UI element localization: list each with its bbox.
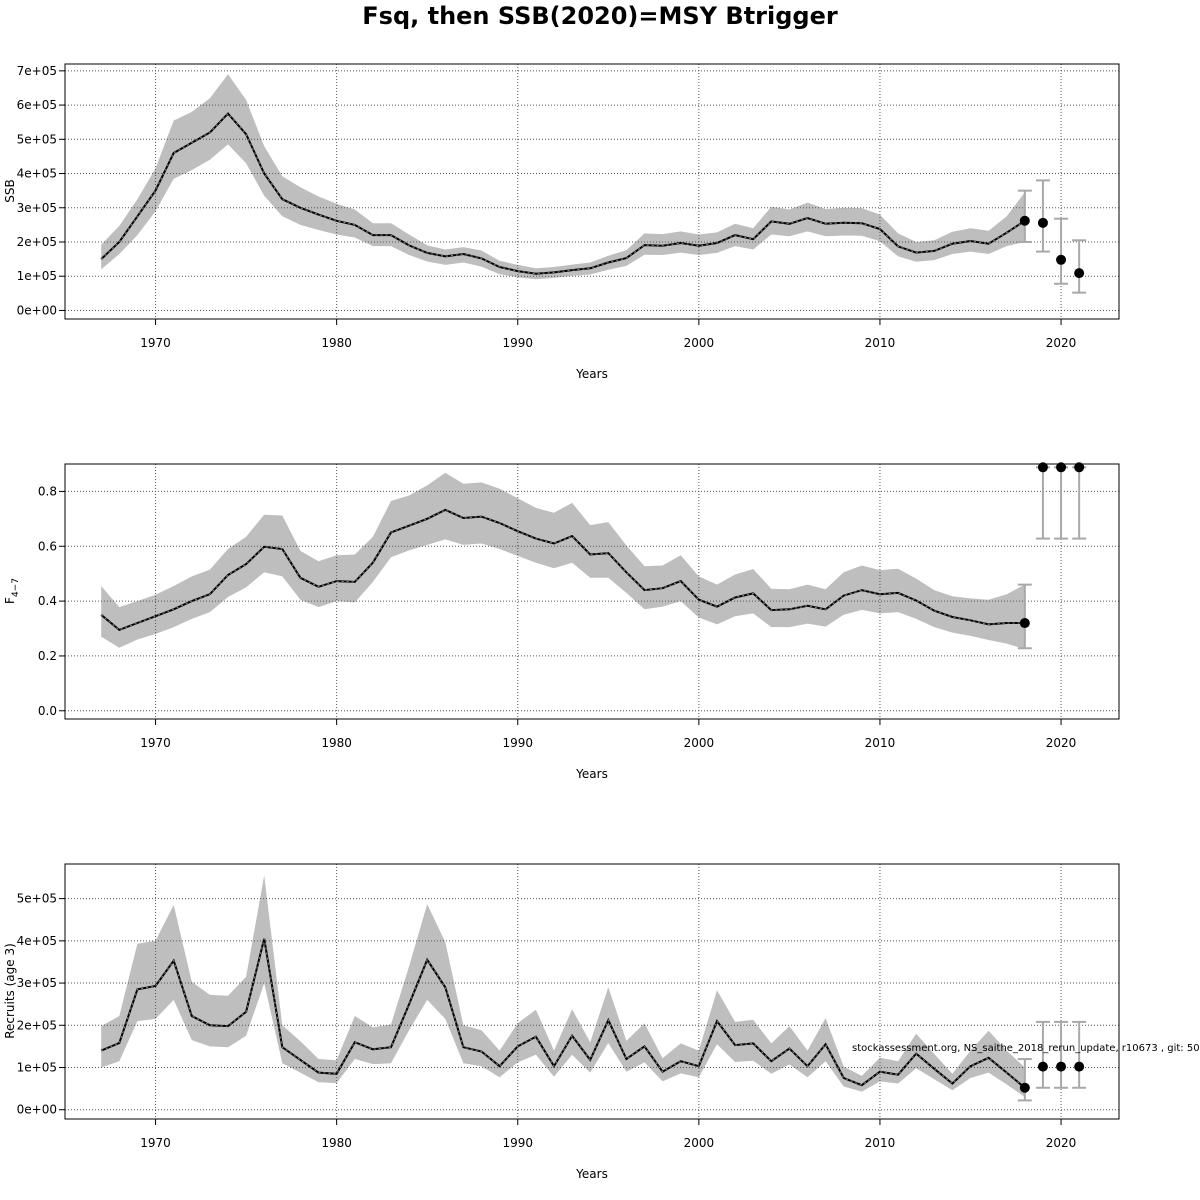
y-tick-label: 5e+05 <box>17 892 57 906</box>
plot-frame <box>64 863 1120 1120</box>
y-tick-label: 2e+05 <box>17 235 57 249</box>
x-tick-label: 1990 <box>502 736 533 750</box>
x-tick-label: 2000 <box>684 1136 715 1150</box>
forecast-point <box>1037 217 1048 228</box>
y-tick-label: 0.4 <box>38 594 57 608</box>
forecast-point <box>1074 1061 1085 1072</box>
x-tick-label: 2000 <box>684 736 715 750</box>
forecast-point <box>1019 215 1030 226</box>
estimate-line <box>100 938 1026 1089</box>
x-tick-label: 1990 <box>502 1136 533 1150</box>
forecast-point <box>1074 268 1085 279</box>
y-axis-label: Recruits (age 3) <box>3 943 17 1039</box>
y-tick-label: 7e+05 <box>17 64 57 78</box>
forecast-point <box>1056 462 1067 473</box>
x-tick-label: 1980 <box>321 736 352 750</box>
forecast-point <box>1037 1061 1048 1072</box>
confidence-band <box>101 875 1025 1097</box>
plot-frame <box>64 463 1120 720</box>
ssb-panel: 1970 1980 1990 2000 2010 2020 0e+00 1e+05 2e+05 3… <box>3 63 1120 381</box>
confidence-band <box>101 74 1025 280</box>
recruits-panel: 1970 1980 1990 2000 2010 2020 0e+00 1e+05 2e+05 3… <box>3 863 1120 1181</box>
y-tick-label: 3e+05 <box>17 201 57 215</box>
y-tick-label: 0.2 <box>38 649 57 663</box>
x-tick-label: 2020 <box>1046 736 1077 750</box>
y-tick-label: 5e+05 <box>17 132 57 146</box>
y-tick-label: 3e+05 <box>17 976 57 990</box>
x-axis-label: Years <box>575 1167 608 1181</box>
y-axis-label-subscript: 4−7 <box>11 578 21 597</box>
x-axis-label: Years <box>575 767 608 781</box>
y-axis-label: SSB <box>3 179 17 202</box>
forecast-point <box>1056 254 1067 265</box>
x-tick-label: 2020 <box>1046 336 1077 350</box>
x-tick-label: 1990 <box>502 336 533 350</box>
y-tick-label: 1e+05 <box>17 269 57 283</box>
figure-title: Fsq, then SSB(2020)=MSY Btrigger <box>362 2 838 30</box>
y-tick-label: 6e+05 <box>17 98 57 112</box>
forecast-point <box>1074 462 1085 473</box>
y-tick-label: 0.0 <box>38 704 57 718</box>
x-tick-label: 2010 <box>865 1136 896 1150</box>
x-tick-label: 1980 <box>321 1136 352 1150</box>
estimate-line-dots <box>100 112 1026 275</box>
y-tick-label: 0e+00 <box>17 303 57 317</box>
estimate-line-dots <box>100 509 1025 631</box>
watermark: stockassessment.org, NS_saithe_2018_reru… <box>852 1043 1200 1054</box>
y-tick-label: 0e+00 <box>17 1103 57 1117</box>
forecast-point <box>1019 618 1030 629</box>
y-tick-label: 1e+05 <box>17 1060 57 1074</box>
x-tick-label: 2020 <box>1046 1136 1077 1150</box>
y-tick-label: 0.6 <box>38 539 57 553</box>
f-panel: 1970 1980 1990 2000 2010 2020 0.0 0.2 0.4 0.6 0.8 Y… <box>3 462 1120 781</box>
y-tick-label: 2e+05 <box>17 1018 57 1032</box>
plot-frame <box>64 63 1120 320</box>
x-tick-label: 1970 <box>140 336 171 350</box>
forecast-point <box>1056 1061 1067 1072</box>
x-tick-label: 2000 <box>684 336 715 350</box>
confidence-band <box>101 472 1025 650</box>
forecast-point <box>1019 1082 1030 1093</box>
x-tick-label: 1970 <box>140 736 171 750</box>
forecast-point <box>1037 462 1048 473</box>
y-tick-label: 4e+05 <box>17 934 57 948</box>
x-tick-label: 2010 <box>865 736 896 750</box>
x-tick-label: 2010 <box>865 336 896 350</box>
x-axis-label: Years <box>575 367 608 381</box>
x-tick-label: 1980 <box>321 336 352 350</box>
x-tick-label: 1970 <box>140 1136 171 1150</box>
y-tick-label: 0.8 <box>38 484 57 498</box>
y-tick-label: 4e+05 <box>17 167 57 181</box>
